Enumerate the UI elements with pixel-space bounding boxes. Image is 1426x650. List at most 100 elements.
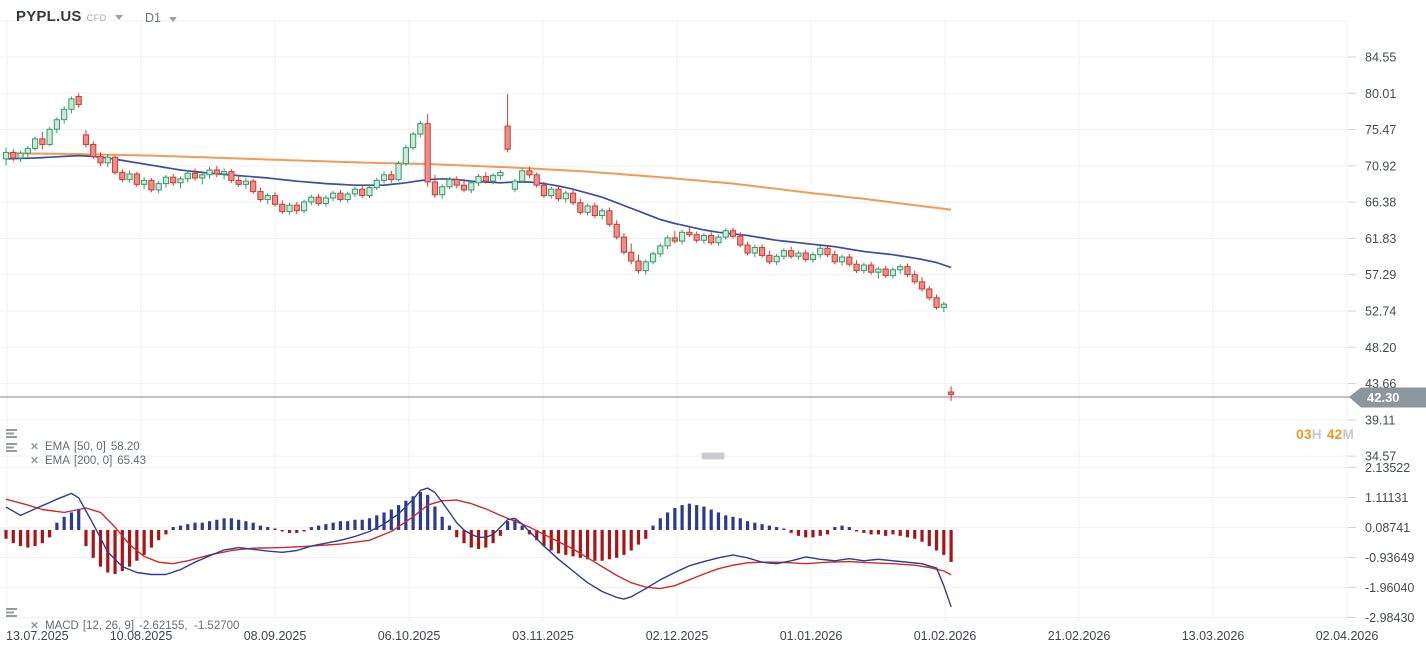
candle [918,281,926,290]
symbol-selector[interactable]: PYPL.US CFD [16,8,123,25]
candle [337,192,344,201]
indicator-close-icon[interactable]: ✕ [30,455,39,467]
candle [897,266,904,271]
candle [221,171,228,175]
countdown-hours-unit: H [1311,427,1322,442]
candle [293,204,300,212]
candle [526,170,533,176]
candle [569,192,577,204]
candle [162,176,170,185]
axis-label: 0.08741 [1365,521,1410,535]
candle [242,180,250,185]
indicator-params: [200, 0] [73,455,113,467]
candle [489,175,497,182]
countdown-minutes: 42 [1326,427,1343,442]
indicator-row-ema50: ✕ EMA [50, 0] 58.20 [6,429,140,465]
indicator-name: EMA [44,441,70,453]
axis-label: 80.01 [1365,87,1396,101]
candle [155,183,162,191]
timeframe-selector[interactable]: D1 [145,11,177,25]
candle [75,96,82,106]
candle [235,179,242,185]
candle [82,134,90,145]
axis-label: 75.47 [1365,123,1396,137]
candle [53,119,60,130]
candle [373,179,380,189]
axis-label: 70.92 [1365,159,1396,173]
candle [519,170,526,182]
candle [431,181,439,196]
candle [24,147,31,154]
candle [184,172,191,180]
candle [751,246,758,254]
candle [657,245,664,255]
candle [562,192,569,200]
candle [402,147,409,165]
candle [642,261,649,272]
gridlines [0,20,1348,621]
candle [693,234,700,241]
candle [351,188,359,195]
candle [446,179,453,188]
indicator-name: EMA [44,455,70,467]
candle [286,204,293,213]
candle [359,188,366,197]
indicator-value: 58.20 [110,441,140,453]
candle [758,246,766,256]
indicator-row-ema200: ✕ EMA [200, 0] 65.43 [6,443,146,479]
indicator-close-icon[interactable]: ✕ [30,620,39,632]
market-type-label: CFD [86,12,107,23]
candle [475,175,482,184]
candle [126,173,133,181]
date-label: 02.12.2025 [646,629,709,643]
candle [119,171,126,181]
indicator-close-icon[interactable]: ✕ [30,441,39,453]
candle [46,128,53,145]
candle [271,195,279,205]
axis-label: 84.55 [1365,51,1396,65]
indicator-params: [50, 0] [73,441,106,453]
candle [439,186,446,196]
axis-label: 61.83 [1365,232,1396,246]
indicator-settings-icon[interactable] [6,608,25,644]
candle [838,256,846,263]
axis-label: 39.11 [1365,413,1395,427]
symbol-name: PYPL.US [16,8,82,25]
macd-main-line [5,487,952,608]
candle [926,288,933,299]
candle [591,205,598,217]
candle [708,234,715,244]
timeframe-label: D1 [145,11,161,25]
candle [664,237,671,247]
candle [279,203,286,213]
current-price-label: 42.30 [1367,390,1400,405]
indicator-params: [12, 26, 9] [82,620,135,632]
candle [199,174,206,179]
candle [322,197,329,205]
indicator-settings-icon[interactable] [6,443,25,479]
axis-label: 66.38 [1365,196,1396,210]
candle [788,250,795,257]
candle [817,247,824,256]
chevron-down-icon [114,15,123,20]
ema50-line [5,154,952,269]
indicator-value: -2.62155, -1.52700 [139,620,240,632]
indicator-settings-icon[interactable] [6,429,25,465]
candle [315,196,322,205]
candle [90,143,97,157]
candles-layer [2,93,955,401]
candle [795,252,802,257]
candle [853,263,860,272]
indicator-row-macd: ✕ MACD [12, 26, 9] -2.62155, -1.52700 [6,608,239,644]
candle [729,230,737,237]
candle [497,171,504,177]
candle [366,187,373,197]
candle [191,172,199,179]
candle [555,188,562,200]
axis-label: 34.57 [1365,450,1396,464]
countdown-hours: 03 [1296,427,1312,442]
panel-resize-handle[interactable] [701,452,725,460]
date-label: 10.08.2025 [110,629,173,643]
